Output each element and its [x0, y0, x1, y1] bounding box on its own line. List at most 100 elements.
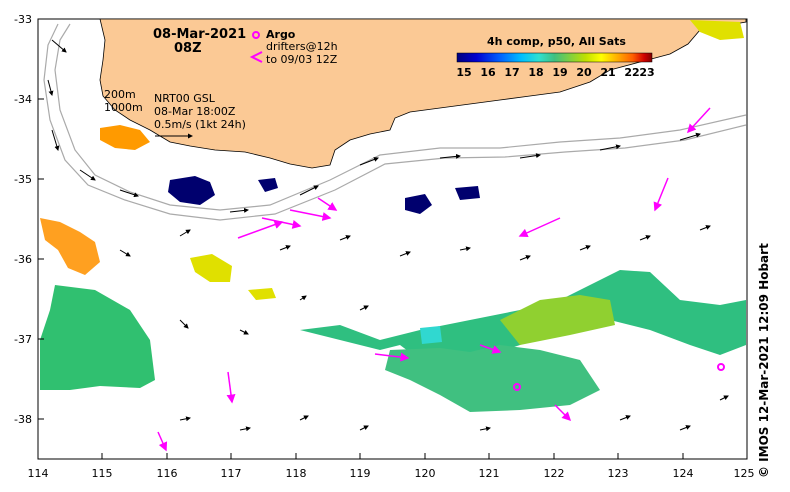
current-vector — [619, 415, 631, 421]
colorbar-tick-label: 16 — [480, 66, 496, 79]
current-vector — [299, 185, 319, 196]
x-axis — [37, 453, 748, 459]
sst-patch-warm-nw — [100, 125, 150, 150]
drifter-track — [686, 107, 711, 134]
depth-contour-1000 — [43, 23, 747, 221]
sst-patch-cyan — [420, 326, 442, 344]
current-vector — [359, 157, 379, 166]
sst-patch-lime — [500, 295, 615, 345]
sst-patch-green-south — [385, 345, 600, 412]
current-vector — [179, 229, 191, 237]
y-tick-label: -38 — [14, 413, 32, 426]
x-tick-label: 124 — [673, 467, 694, 480]
current-vector — [299, 415, 309, 421]
y-tick-label: -35 — [14, 173, 32, 186]
current-vector — [719, 395, 729, 401]
sst-patch-cold-3 — [405, 194, 432, 214]
current-vector — [459, 246, 471, 252]
drifter-legend-marker — [249, 51, 263, 63]
credit-text: © IMOS 12-Mar-2021 12:09 Hobart — [757, 243, 771, 478]
current-vector — [359, 305, 369, 311]
y-tick-label: -36 — [14, 253, 32, 266]
sst-patch-warm-w — [40, 218, 100, 275]
y-axis — [38, 18, 44, 420]
drifter-track — [554, 404, 572, 422]
drifter-tracks — [157, 107, 711, 452]
x-tick-label: 122 — [544, 467, 565, 480]
x-tick-label: 123 — [608, 467, 629, 480]
colorbar-tick-label: 17 — [504, 66, 520, 79]
depth-contour-200 — [54, 23, 747, 211]
current-vector — [239, 329, 249, 335]
colorbar-tick-label: 20 — [576, 66, 592, 79]
current-vector — [639, 235, 651, 241]
sst-patch-cold-2 — [258, 178, 278, 192]
drifter-track — [237, 220, 284, 239]
colorbar-tick-label: 15 — [456, 66, 472, 79]
current-vector — [339, 235, 351, 241]
colorbar-tick-label: 18 — [528, 66, 544, 79]
depth-label-200: 200m — [104, 88, 136, 101]
sst-patch-cold-1 — [168, 176, 215, 205]
current-vector — [679, 132, 701, 141]
argo-legend-label: Argo — [266, 28, 296, 41]
current-vector — [519, 153, 541, 159]
x-tick-label: 120 — [415, 467, 436, 480]
colorbar-tick-label: 23 — [639, 66, 655, 79]
current-vector — [229, 207, 249, 213]
sst-patches — [40, 20, 746, 412]
x-tick-label: 116 — [157, 467, 178, 480]
currents-valid-time: 08-Mar 18:00Z — [154, 105, 236, 118]
y-tick-label: -33 — [14, 13, 32, 26]
map-date: 08-Mar-2021 — [153, 27, 247, 42]
x-tick-label: 119 — [350, 467, 371, 480]
drifter-track — [374, 352, 410, 362]
current-vector — [47, 79, 54, 96]
currents-product: NRT00 GSL — [154, 92, 215, 105]
colorbar-tick-label: 21 — [600, 66, 616, 79]
currents-scale-label: 0.5m/s (1kt 24h) — [154, 118, 246, 131]
colorbar — [456, 52, 653, 63]
current-vectors — [47, 39, 729, 432]
x-tick-label: 114 — [28, 467, 49, 480]
argo-float-marker — [717, 363, 725, 371]
current-vector — [679, 425, 691, 431]
sst-patch-yellow-2 — [248, 288, 276, 300]
current-vector — [279, 245, 291, 251]
drifter-track — [289, 209, 332, 221]
colorbar-tick-label: 19 — [552, 66, 568, 79]
current-vector — [179, 416, 191, 422]
current-vector — [299, 295, 307, 301]
current-vector — [179, 319, 189, 329]
current-vector — [239, 426, 251, 432]
y-tick-label: -37 — [14, 333, 32, 346]
current-vector — [51, 39, 67, 53]
argo-legend-marker — [252, 31, 260, 39]
colorbar-tick-label: 22 — [624, 66, 640, 79]
current-vector — [579, 245, 591, 251]
current-vector — [359, 425, 369, 431]
sst-patch-cold-4 — [455, 186, 480, 200]
y-tick-label: -34 — [14, 93, 32, 106]
drifter-track — [226, 371, 236, 404]
drifter-track — [317, 197, 338, 211]
drifter-track — [157, 431, 168, 452]
drifter-track — [653, 177, 669, 212]
drifters-legend-period: to 09/03 12Z — [266, 53, 338, 66]
sst-patch-green-w — [40, 285, 155, 390]
drifters-legend-label: drifters@12h — [266, 40, 338, 53]
x-tick-label: 118 — [286, 467, 307, 480]
drifter-track — [518, 217, 561, 238]
x-tick-label: 115 — [92, 467, 113, 480]
current-vector — [599, 144, 621, 151]
sst-patch-yellow-ne — [690, 20, 744, 40]
x-tick-label: 117 — [221, 467, 242, 480]
depth-label-1000: 1000m — [104, 101, 143, 114]
current-vector — [699, 225, 711, 231]
colorbar-title: 4h comp, p50, All Sats — [487, 35, 626, 48]
x-tick-label: 125 — [734, 467, 755, 480]
drifter-track — [261, 217, 302, 229]
current-vector — [51, 129, 60, 151]
current-vector — [119, 249, 131, 257]
current-vector — [119, 189, 139, 198]
